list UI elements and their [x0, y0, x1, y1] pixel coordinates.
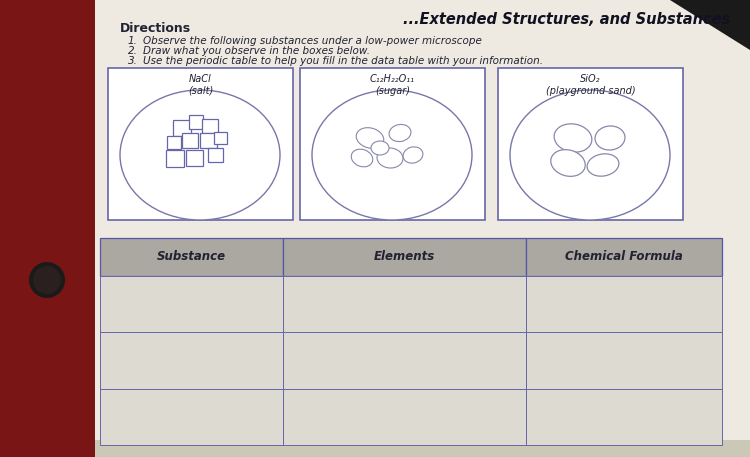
Text: C₁₂H₂₂O₁₁
(sugar): C₁₂H₂₂O₁₁ (sugar) — [370, 74, 415, 96]
Ellipse shape — [587, 154, 619, 176]
Bar — [284, 388, 526, 445]
Bar — [95, 440, 750, 457]
Bar — [214, 132, 226, 144]
Bar — [182, 133, 198, 148]
Bar — [498, 68, 683, 220]
Bar — [100, 238, 284, 276]
Ellipse shape — [356, 128, 384, 149]
Ellipse shape — [371, 141, 389, 155]
Text: Substance: Substance — [158, 250, 226, 264]
Bar — [300, 68, 485, 220]
Text: ...Extended Structures, and Substances: ...Extended Structures, and Substances — [403, 12, 730, 27]
Ellipse shape — [120, 90, 280, 220]
Bar — [173, 120, 191, 136]
Text: Directions: Directions — [120, 22, 191, 35]
Bar — [284, 238, 526, 276]
Bar — [526, 332, 722, 388]
Bar — [200, 133, 217, 148]
Bar — [0, 0, 95, 457]
Bar — [284, 332, 526, 388]
Bar — [167, 135, 181, 149]
Bar — [166, 149, 184, 166]
Bar — [208, 148, 223, 162]
Text: 2.: 2. — [128, 46, 138, 56]
Ellipse shape — [312, 90, 472, 220]
Bar — [100, 276, 284, 332]
Text: NaCl
(salt): NaCl (salt) — [188, 74, 213, 96]
Ellipse shape — [595, 126, 625, 150]
Bar — [108, 68, 293, 220]
Text: Observe the following substances under a low-power microscope: Observe the following substances under a… — [143, 36, 482, 46]
Bar — [526, 388, 722, 445]
Polygon shape — [670, 0, 750, 50]
Text: SiO₂
(playground sand): SiO₂ (playground sand) — [546, 74, 635, 96]
Bar — [185, 150, 202, 166]
Text: Chemical Formula: Chemical Formula — [566, 250, 683, 264]
Ellipse shape — [389, 124, 411, 142]
Circle shape — [29, 262, 65, 298]
Ellipse shape — [554, 124, 592, 152]
Bar — [100, 388, 284, 445]
Ellipse shape — [377, 148, 403, 168]
Bar — [526, 276, 722, 332]
Bar — [526, 238, 722, 276]
Polygon shape — [95, 0, 750, 457]
Ellipse shape — [510, 90, 670, 220]
Bar — [100, 332, 284, 388]
Text: Use the periodic table to help you fill in the data table with your information.: Use the periodic table to help you fill … — [143, 56, 543, 66]
Ellipse shape — [351, 149, 373, 167]
Ellipse shape — [550, 149, 585, 176]
Text: Draw what you observe in the boxes below.: Draw what you observe in the boxes below… — [143, 46, 370, 56]
Bar — [284, 276, 526, 332]
Text: 1.: 1. — [128, 36, 138, 46]
Ellipse shape — [403, 147, 423, 163]
Text: 3.: 3. — [128, 56, 138, 66]
Bar — [189, 115, 203, 129]
Circle shape — [33, 266, 61, 294]
Bar — [202, 119, 218, 133]
Text: Elements: Elements — [374, 250, 436, 264]
